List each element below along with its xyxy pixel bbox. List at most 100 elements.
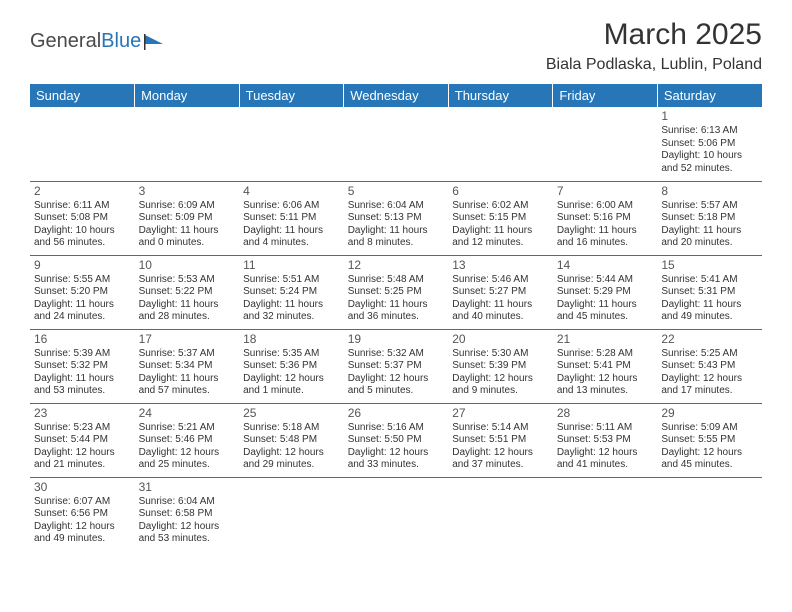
sunset-text: Sunset: 5:50 PM (348, 434, 445, 447)
day-cell-18: 18Sunrise: 5:35 AMSunset: 5:36 PMDayligh… (239, 329, 344, 403)
day-header-row: Sunday Monday Tuesday Wednesday Thursday… (30, 84, 762, 107)
location-text: Biala Podlaska, Lublin, Poland (546, 56, 762, 74)
sunrise-text: Sunrise: 6:11 AM (34, 200, 131, 213)
day-cell-27: 27Sunrise: 5:14 AMSunset: 5:51 PMDayligh… (448, 403, 553, 477)
day-cell-9: 9Sunrise: 5:55 AMSunset: 5:20 PMDaylight… (30, 255, 135, 329)
daylight-text: Daylight: 11 hours and 57 minutes. (139, 373, 236, 398)
empty-cell (448, 477, 553, 551)
daylight-text: Daylight: 11 hours and 0 minutes. (139, 225, 236, 250)
sunset-text: Sunset: 5:18 PM (661, 212, 758, 225)
sunrise-text: Sunrise: 5:09 AM (661, 422, 758, 435)
col-wednesday: Wednesday (344, 84, 449, 107)
sunset-text: Sunset: 5:24 PM (243, 286, 340, 299)
sunset-text: Sunset: 5:36 PM (243, 360, 340, 373)
sunset-text: Sunset: 5:43 PM (661, 360, 758, 373)
day-number: 5 (348, 184, 445, 199)
daylight-text: Daylight: 12 hours and 37 minutes. (452, 447, 549, 472)
daylight-text: Daylight: 12 hours and 49 minutes. (34, 521, 131, 546)
sunset-text: Sunset: 5:11 PM (243, 212, 340, 225)
daylight-text: Daylight: 11 hours and 32 minutes. (243, 299, 340, 324)
daylight-text: Daylight: 11 hours and 36 minutes. (348, 299, 445, 324)
sunset-text: Sunset: 5:37 PM (348, 360, 445, 373)
sunrise-text: Sunrise: 5:51 AM (243, 274, 340, 287)
day-cell-4: 4Sunrise: 6:06 AMSunset: 5:11 PMDaylight… (239, 181, 344, 255)
day-number: 11 (243, 258, 340, 273)
day-cell-23: 23Sunrise: 5:23 AMSunset: 5:44 PMDayligh… (30, 403, 135, 477)
daylight-text: Daylight: 10 hours and 56 minutes. (34, 225, 131, 250)
day-number: 23 (34, 406, 131, 421)
day-cell-6: 6Sunrise: 6:02 AMSunset: 5:15 PMDaylight… (448, 181, 553, 255)
sunset-text: Sunset: 5:41 PM (557, 360, 654, 373)
sunrise-text: Sunrise: 6:02 AM (452, 200, 549, 213)
day-cell-25: 25Sunrise: 5:18 AMSunset: 5:48 PMDayligh… (239, 403, 344, 477)
sunrise-text: Sunrise: 5:16 AM (348, 422, 445, 435)
sunset-text: Sunset: 5:53 PM (557, 434, 654, 447)
sunrise-text: Sunrise: 5:23 AM (34, 422, 131, 435)
empty-cell (448, 107, 553, 181)
day-cell-19: 19Sunrise: 5:32 AMSunset: 5:37 PMDayligh… (344, 329, 449, 403)
day-number: 12 (348, 258, 445, 273)
day-number: 10 (139, 258, 236, 273)
daylight-text: Daylight: 12 hours and 33 minutes. (348, 447, 445, 472)
sunset-text: Sunset: 5:46 PM (139, 434, 236, 447)
calendar-row: 30Sunrise: 6:07 AMSunset: 6:56 PMDayligh… (30, 477, 762, 551)
sunrise-text: Sunrise: 5:57 AM (661, 200, 758, 213)
sunrise-text: Sunrise: 5:53 AM (139, 274, 236, 287)
sunrise-text: Sunrise: 5:14 AM (452, 422, 549, 435)
sunset-text: Sunset: 5:39 PM (452, 360, 549, 373)
day-cell-26: 26Sunrise: 5:16 AMSunset: 5:50 PMDayligh… (344, 403, 449, 477)
calendar-row: 23Sunrise: 5:23 AMSunset: 5:44 PM Dayligh… (30, 403, 762, 477)
sunrise-text: Sunrise: 6:07 AM (34, 496, 131, 509)
sunset-text: Sunset: 6:58 PM (139, 508, 236, 521)
daylight-text: Daylight: 12 hours and 45 minutes. (661, 447, 758, 472)
sunrise-text: Sunrise: 5:44 AM (557, 274, 654, 287)
sunset-text: Sunset: 5:06 PM (661, 138, 758, 151)
daylight-text: Daylight: 12 hours and 9 minutes. (452, 373, 549, 398)
sunset-text: Sunset: 5:29 PM (557, 286, 654, 299)
sunset-text: Sunset: 5:51 PM (452, 434, 549, 447)
sunset-text: Sunset: 5:44 PM (34, 434, 131, 447)
daylight-text: Daylight: 12 hours and 53 minutes. (139, 521, 236, 546)
daylight-text: Daylight: 11 hours and 8 minutes. (348, 225, 445, 250)
day-cell-28: 28Sunrise: 5:11 AMSunset: 5:53 PMDayligh… (553, 403, 658, 477)
day-cell-8: 8Sunrise: 5:57 AMSunset: 5:18 PMDaylight… (657, 181, 762, 255)
sunset-text: Sunset: 5:13 PM (348, 212, 445, 225)
day-number: 28 (557, 406, 654, 421)
sunset-text: Sunset: 5:22 PM (139, 286, 236, 299)
sunset-text: Sunset: 5:16 PM (557, 212, 654, 225)
day-number: 27 (452, 406, 549, 421)
day-number: 1 (661, 109, 758, 124)
sunrise-text: Sunrise: 5:46 AM (452, 274, 549, 287)
month-title: March 2025 (546, 18, 762, 52)
sunrise-text: Sunrise: 5:41 AM (661, 274, 758, 287)
day-number: 2 (34, 184, 131, 199)
header: GeneralBlue March 2025 Biala Podlaska, L… (30, 18, 762, 74)
daylight-text: Daylight: 11 hours and 4 minutes. (243, 225, 340, 250)
daylight-text: Daylight: 11 hours and 16 minutes. (557, 225, 654, 250)
day-cell-21: 21Sunrise: 5:28 AMSunset: 5:41 PMDayligh… (553, 329, 658, 403)
sunrise-text: Sunrise: 5:32 AM (348, 348, 445, 361)
daylight-text: Daylight: 11 hours and 12 minutes. (452, 225, 549, 250)
sunset-text: Sunset: 5:34 PM (139, 360, 236, 373)
daylight-text: Daylight: 12 hours and 5 minutes. (348, 373, 445, 398)
empty-cell (239, 107, 344, 181)
sunset-text: Sunset: 5:48 PM (243, 434, 340, 447)
sunrise-text: Sunrise: 5:48 AM (348, 274, 445, 287)
day-cell-1: 1Sunrise: 6:13 AMSunset: 5:06 PMDaylight… (657, 107, 762, 181)
sunset-text: Sunset: 5:09 PM (139, 212, 236, 225)
daylight-text: Daylight: 12 hours and 25 minutes. (139, 447, 236, 472)
day-cell-22: 22Sunrise: 5:25 AMSunset: 5:43 PMDayligh… (657, 329, 762, 403)
day-cell-2: 2Sunrise: 6:11 AMSunset: 5:08 PMDaylight… (30, 181, 135, 255)
sunrise-text: Sunrise: 5:11 AM (557, 422, 654, 435)
title-block: March 2025 Biala Podlaska, Lublin, Polan… (546, 18, 762, 74)
sunrise-text: Sunrise: 6:04 AM (139, 496, 236, 509)
daylight-text: Daylight: 11 hours and 20 minutes. (661, 225, 758, 250)
empty-cell (553, 107, 658, 181)
col-saturday: Saturday (657, 84, 762, 107)
day-cell-17: 17Sunrise: 5:37 AMSunset: 5:34 PMDayligh… (135, 329, 240, 403)
logo-text-blue: Blue (101, 30, 141, 53)
sunrise-text: Sunrise: 6:13 AM (661, 125, 758, 138)
calendar-row: 9Sunrise: 5:55 AMSunset: 5:20 PMDaylight… (30, 255, 762, 329)
daylight-text: Daylight: 11 hours and 49 minutes. (661, 299, 758, 324)
day-cell-5: 5Sunrise: 6:04 AMSunset: 5:13 PMDaylight… (344, 181, 449, 255)
